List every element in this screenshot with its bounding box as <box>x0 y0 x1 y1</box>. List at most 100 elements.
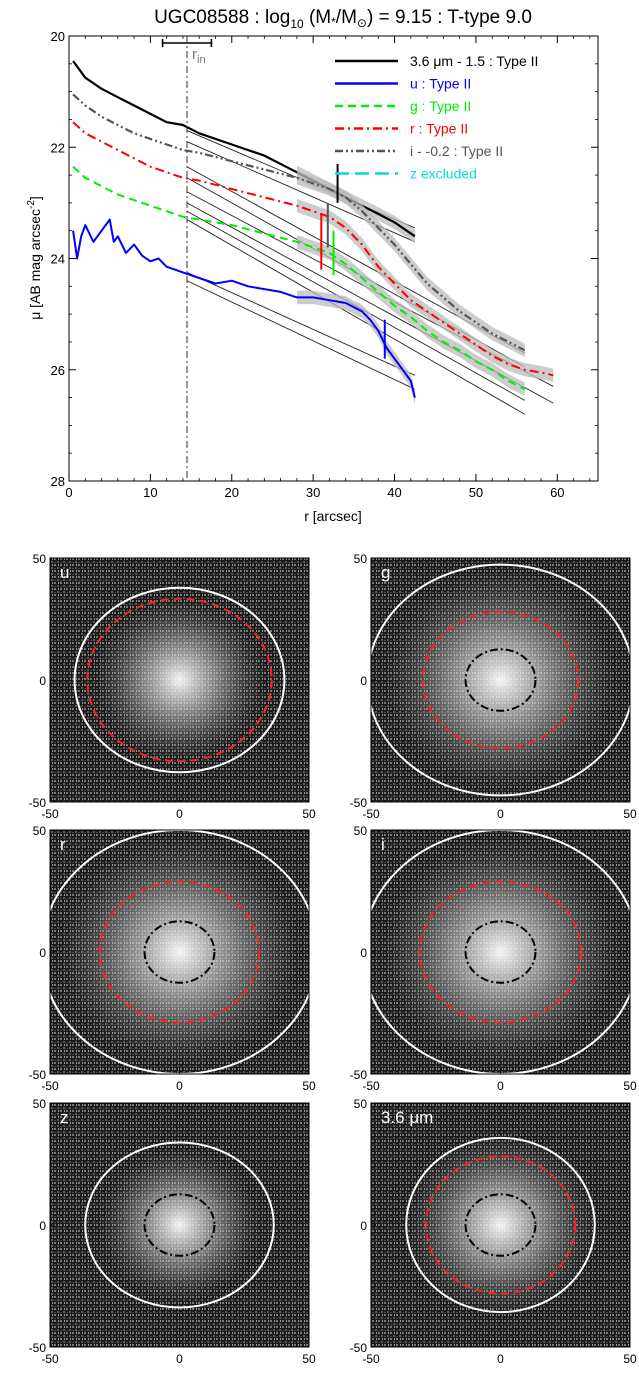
fit-line <box>186 271 416 376</box>
panel-x-tick-label: 50 <box>302 1079 316 1093</box>
panel-x-tick-label: -50 <box>362 807 380 821</box>
image-panel-content <box>50 558 309 802</box>
image-panel-label: z <box>60 1108 69 1127</box>
title-tail: ) = 9.15 : T-type 9.0 <box>367 7 532 28</box>
series-line <box>72 165 526 391</box>
rin-label: rin <box>192 46 206 66</box>
panel-y-tick-label: 50 <box>33 1097 47 1111</box>
aperture-ellipse <box>143 1193 216 1257</box>
x-tick-label: 10 <box>143 485 157 500</box>
panel-y-tick-label: 0 <box>39 946 46 960</box>
x-axis-label: r [arcsec] <box>304 508 362 524</box>
series-line <box>72 218 416 398</box>
image-panel-label: u <box>60 563 69 582</box>
x-tick-label: 60 <box>550 485 564 500</box>
panel-y-tick-label: -50 <box>350 1341 368 1355</box>
y-tick-label: 28 <box>51 474 65 489</box>
series-line <box>72 121 554 377</box>
title-mid: (M <box>304 7 331 28</box>
legend-label: 3.6 μm - 1.5 : Type II <box>410 53 538 69</box>
panel-x-tick-label: 0 <box>176 1079 183 1093</box>
image-panel: g -50-50 0 0 50 50 <box>350 552 637 821</box>
panel-y-tick-label: 50 <box>354 552 368 566</box>
panel-y-tick-label: 50 <box>33 552 47 566</box>
panel-y-tick-label: 0 <box>360 946 367 960</box>
title-sun: ⊙ <box>357 16 367 30</box>
panel-x-tick-label: 50 <box>623 807 637 821</box>
galaxy-glow <box>94 599 265 761</box>
panel-y-tick-label: -50 <box>29 1068 47 1082</box>
panel-x-tick-label: 0 <box>497 1352 504 1366</box>
image-panel-content <box>50 1103 309 1347</box>
x-tick-label: 50 <box>469 485 483 500</box>
y-tick-label: 24 <box>51 252 65 267</box>
title-over: /M <box>336 7 357 28</box>
title-sub: 10 <box>290 17 304 31</box>
aperture-ellipse <box>86 597 273 763</box>
panel-x-tick-label: 0 <box>497 1079 504 1093</box>
image-panel-label: i <box>381 835 385 854</box>
image-panel: u -50-50 0 0 50 50 <box>29 552 316 821</box>
aperture-ellipse <box>418 880 583 1024</box>
fit-line <box>186 219 525 415</box>
panel-x-tick-label: 0 <box>176 1352 183 1366</box>
panel-y-tick-label: 50 <box>33 824 47 838</box>
y-axis-label: μ [AB mag arcsec-2] <box>26 196 43 320</box>
series-error-band <box>296 199 554 382</box>
fit-line <box>186 280 416 390</box>
legend-label: z excluded <box>410 166 477 182</box>
legend: 3.6 μm - 1.5 : Type II u : Type II g : Typ… <box>335 53 538 182</box>
image-panel-content <box>371 830 630 1074</box>
x-tick-label: 40 <box>387 485 401 500</box>
series-error-band <box>296 171 525 357</box>
series-line <box>72 60 416 238</box>
panel-y-tick-label: -50 <box>29 796 47 810</box>
panel-x-tick-label: -50 <box>41 1352 59 1366</box>
image-panel-content <box>371 558 630 802</box>
aperture-ellipse <box>143 920 216 984</box>
image-panel-label: g <box>381 563 390 582</box>
panel-y-tick-label: -50 <box>29 1341 47 1355</box>
galaxy-glow <box>382 839 619 1065</box>
panel-x-tick-label: 50 <box>302 1352 316 1366</box>
aperture-ellipse <box>421 610 580 750</box>
image-panel: z -50-50 0 0 50 50 <box>29 1097 316 1366</box>
panel-x-tick-label: 0 <box>176 807 183 821</box>
galaxy-glow <box>99 1149 260 1301</box>
title-name: UGC08588 : log <box>154 7 290 28</box>
image-panel: r -50-50 0 0 50 50 <box>29 824 316 1093</box>
figure-title: UGC08588 : log10 (M*/M⊙) = 9.15 : T-type… <box>154 7 532 31</box>
series-lines <box>72 60 554 405</box>
panel-x-tick-label: -50 <box>362 1079 380 1093</box>
profile-plot: 0 10 20 30 40 50 60 20 22 24 26 28 rin 3.6 μm - 1.5… <box>26 29 599 524</box>
panel-y-tick-label: -50 <box>350 1068 368 1082</box>
galaxy-glow <box>59 838 300 1066</box>
legend-label: r : Type II <box>410 121 468 137</box>
panel-x-tick-label: 50 <box>302 807 316 821</box>
image-panels: u-50-50005050g-50-50005050r-50-50005050i… <box>29 552 637 1366</box>
aperture-ellipse <box>73 586 286 774</box>
panel-x-tick-label: -50 <box>41 807 59 821</box>
rin-marker <box>161 36 213 481</box>
panel-y-tick-label: 0 <box>39 674 46 688</box>
legend-label: u : Type II <box>410 76 471 92</box>
aperture-ellipse <box>464 648 537 712</box>
y-tick-label: 26 <box>51 363 65 378</box>
legend-label: g : Type II <box>410 98 471 114</box>
x-tick-label: 0 <box>65 485 72 500</box>
aperture-ellipse <box>405 1136 596 1314</box>
legend-label: i - -0.2 : Type II <box>410 143 503 159</box>
image-panel-content <box>371 1103 630 1347</box>
panel-y-tick-label: 0 <box>39 1219 46 1233</box>
image-panel: 3.6 μm -50-50 0 0 50 50 <box>350 1097 637 1366</box>
aperture-ellipse <box>98 880 261 1024</box>
panel-y-tick-label: 0 <box>360 1219 367 1233</box>
y-tick-label: 20 <box>51 29 65 44</box>
image-panel-label: 3.6 μm <box>381 1108 433 1127</box>
image-panel-label: r <box>60 835 66 854</box>
y-tick-label: 22 <box>51 140 65 155</box>
image-panel: i -50-50 0 0 50 50 <box>350 824 637 1093</box>
panel-x-tick-label: 0 <box>497 807 504 821</box>
aperture-ellipse <box>464 1193 537 1257</box>
